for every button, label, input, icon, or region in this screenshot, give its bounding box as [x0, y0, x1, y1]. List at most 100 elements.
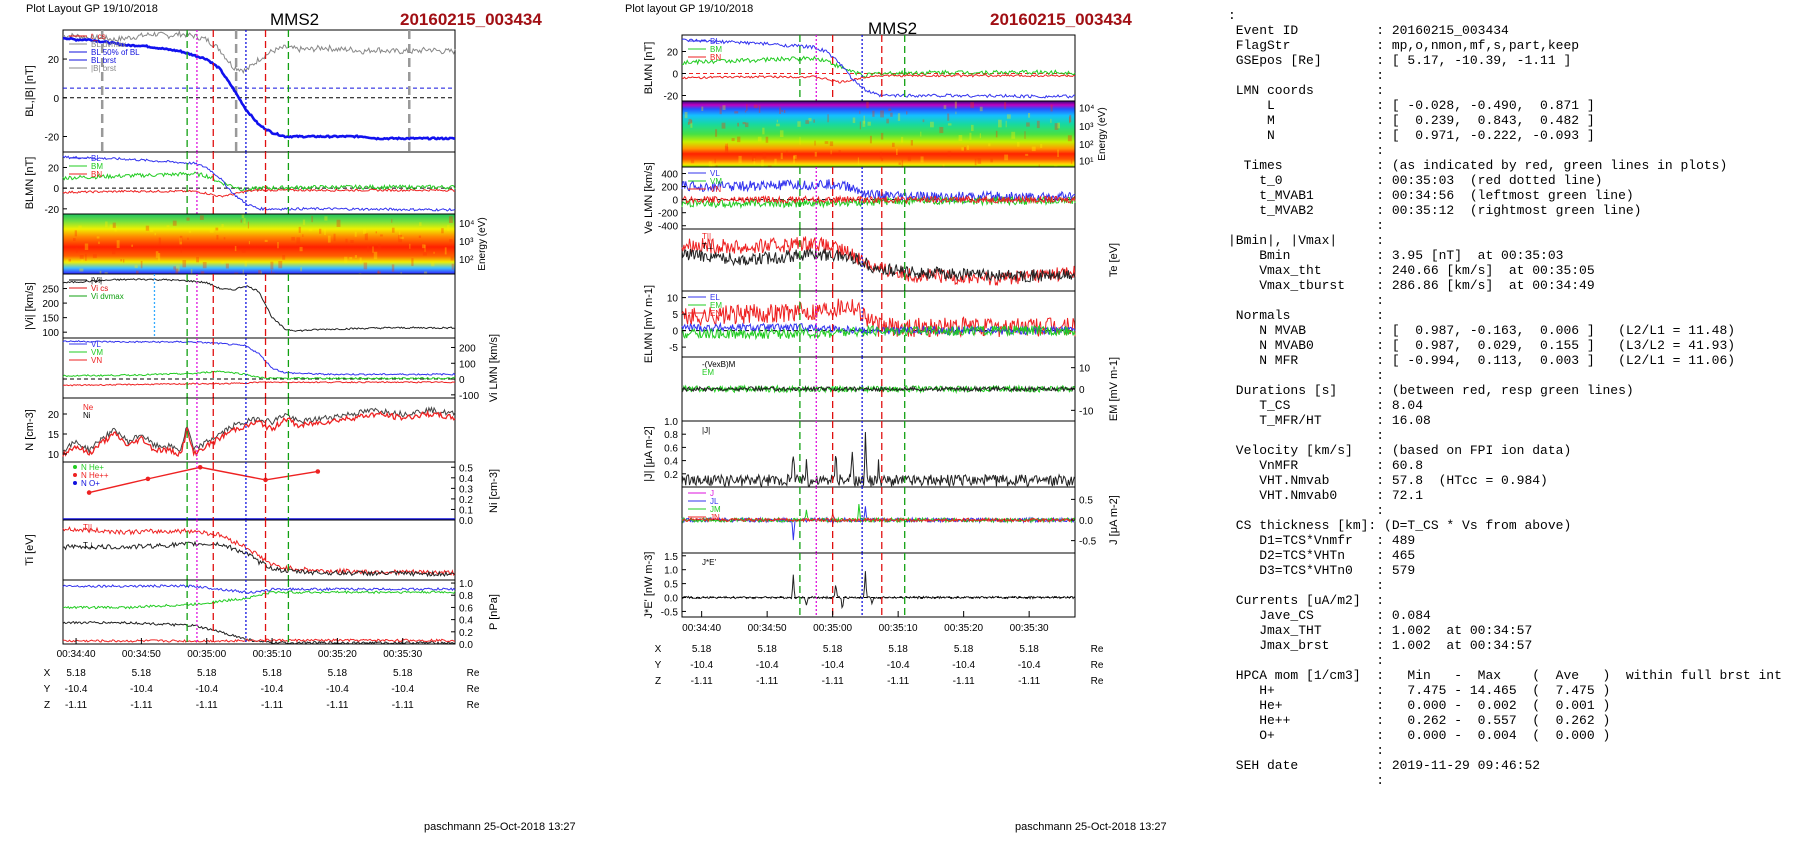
spectro-pixel	[166, 225, 170, 228]
spectro-pixel	[776, 123, 780, 127]
je-line	[681, 571, 1076, 610]
legend-entry: VL	[91, 340, 101, 349]
spectrogram	[63, 214, 455, 274]
legend-entry: Vi dvmax	[91, 292, 124, 301]
position-value: 5.18	[262, 668, 282, 679]
summary-line: :	[1228, 218, 1385, 233]
y-tick-label: 0.3	[459, 484, 473, 495]
summary-line: :	[1228, 428, 1385, 443]
spectro-pixel	[906, 111, 908, 115]
ne-line	[62, 409, 456, 458]
legend-entry: T⊥	[702, 242, 714, 251]
y-tick-label: 0.0	[459, 516, 473, 527]
y-axis-label: ELMN [mV m-1]	[643, 285, 655, 363]
spectro-pixel	[970, 102, 975, 109]
position-unit: Re	[467, 684, 480, 695]
spectro-pixel	[78, 225, 82, 228]
spectro-pixel	[76, 247, 78, 253]
position-value: -10.4	[1018, 660, 1041, 671]
x-tick-label: 00:35:30	[1010, 623, 1049, 634]
t-perp-line	[62, 540, 456, 578]
summary-line: :	[1228, 503, 1385, 518]
spectro-pixel	[961, 147, 964, 151]
y-axis-label: Ni [cm-3]	[488, 469, 500, 513]
spectro-pixel	[221, 223, 224, 228]
spectro-pixel	[1028, 113, 1031, 118]
spectro-pixel	[422, 252, 427, 256]
spectro-pixel	[264, 239, 268, 243]
ve-n-line	[681, 194, 1076, 205]
y-axis-label: P [nPa]	[488, 594, 500, 630]
legend-entry: N He+	[81, 463, 104, 472]
position-value: 5.18	[132, 668, 152, 679]
panel-frame	[681, 228, 1076, 292]
spectro-pixel	[447, 224, 450, 232]
summary-line: He+ : 0.000 - 0.002 ( 0.001 )	[1228, 698, 1611, 713]
legend-entry: BL dvmax	[91, 40, 126, 49]
position-value: -10.4	[326, 684, 349, 695]
y-axis-label: N [cm-3]	[24, 409, 36, 451]
y-tick-label: 0	[53, 94, 59, 105]
position-value: 5.18	[197, 668, 217, 679]
spectro-pixel	[431, 262, 435, 267]
spectro-pixel	[690, 122, 693, 128]
summary-line: N MFR : [ -0.994, 0.113, 0.003 ] (L2/L1 …	[1228, 353, 1736, 368]
spectro-pixel	[947, 113, 950, 121]
y-tick-label: 0.5	[459, 463, 473, 474]
position-value: 5.18	[1019, 644, 1039, 655]
y-tick-label: 10	[48, 450, 60, 461]
y-tick-label: 0	[672, 196, 678, 207]
spectro-pixel	[240, 219, 243, 223]
spectro-pixel	[1057, 149, 1059, 158]
spectro-pixel	[398, 231, 401, 239]
he-plus-plus-point	[86, 490, 92, 495]
legend-entry: BL brst	[91, 56, 117, 65]
spectro-pixel	[68, 258, 71, 262]
spectro-pixel	[336, 219, 341, 227]
spectro-pixel	[988, 143, 991, 147]
en-line	[681, 324, 1076, 341]
spectro-pixel	[690, 159, 695, 164]
position-value: -10.4	[887, 660, 910, 671]
panel-em: 10 0 -10 EM [mV m-1] -(VexB)MEM	[681, 356, 1120, 422]
legend-entry: BL	[710, 37, 720, 46]
spectro-pixel	[179, 235, 183, 242]
spectro-pixel	[746, 104, 748, 111]
spectro-pixel	[98, 241, 100, 245]
position-value: 5.18	[692, 644, 712, 655]
spectro-pixel	[929, 121, 934, 128]
spectro-pixel	[979, 133, 982, 139]
spectro-pixel	[824, 141, 829, 144]
spectro-pixel	[727, 146, 729, 154]
summary-line: Times : (as indicated by red, green line…	[1228, 158, 1728, 173]
summary-line: :	[1228, 743, 1385, 758]
spectro-pixel	[867, 121, 871, 126]
legend-entry: t_cs	[91, 32, 106, 41]
summary-line: CS thickness [km]: (D=T_CS * Vs from abo…	[1228, 518, 1572, 533]
summary-line: FlagStr : mp,o,nmon,mf,s,part,keep	[1228, 38, 1580, 53]
panel-frame	[62, 29, 456, 153]
spectro-pixel	[345, 238, 348, 243]
spectro-pixel	[751, 153, 756, 162]
spectro-pixel	[708, 161, 712, 168]
spectro-pixel	[373, 251, 378, 260]
legend-entry: |J|	[702, 426, 710, 435]
spectro-pixel	[324, 216, 328, 221]
panel-frame	[681, 552, 1076, 618]
spectro-pixel	[433, 251, 435, 254]
summary-line: D1=TCS*Vnmfr : 489	[1228, 533, 1416, 548]
vi-mag-line	[62, 278, 456, 332]
spectro-pixel	[793, 155, 795, 164]
x-tick-label: 00:34:50	[122, 649, 161, 660]
vexb-line	[681, 384, 1076, 393]
spectro-pixel	[737, 122, 740, 127]
y-tick-label: 250	[42, 285, 59, 296]
spectro-pixel	[278, 261, 283, 269]
spectro-pixel	[886, 118, 889, 124]
y-tick-label: 10³	[459, 237, 474, 248]
legend-entry: EL	[710, 293, 720, 302]
y-axis-label: Energy (eV)	[1097, 107, 1108, 160]
spectro-pixel	[302, 219, 306, 226]
